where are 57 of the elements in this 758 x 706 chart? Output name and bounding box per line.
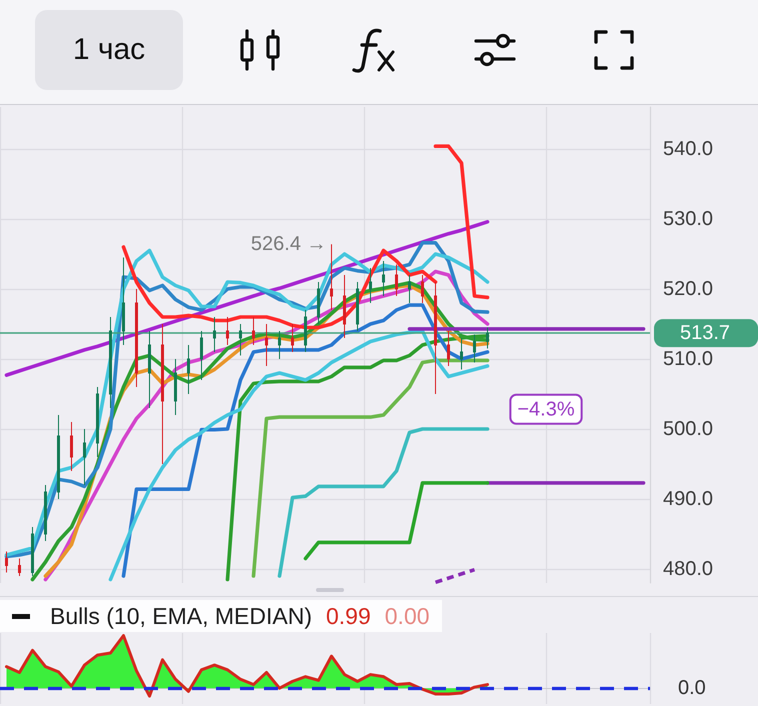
candlestick [174, 358, 177, 416]
candlestick [83, 428, 86, 486]
candlestick [330, 244, 333, 310]
candlestick [187, 344, 190, 394]
line-series [434, 568, 476, 584]
annotation: 526.4 → [250, 233, 326, 256]
chart-title: Bulls (10, EMA, MEDIAN) [50, 602, 312, 630]
y-tick-label: 510.0 [663, 348, 714, 370]
candlestick [31, 526, 34, 576]
y-tick-label: 490.0 [663, 488, 714, 510]
candlestick [382, 260, 385, 296]
candlestick [18, 558, 21, 576]
y-tick-label: 500.0 [663, 418, 714, 440]
ref-line-label: 0.0 [678, 677, 706, 700]
candlestick [252, 316, 255, 346]
candlestick [226, 316, 229, 346]
text: 0.99 [326, 602, 371, 630]
text: 0.00 [384, 602, 430, 630]
text: 1 час [35, 10, 183, 90]
line-series [278, 427, 490, 578]
ref-line-label: 513.7 [680, 322, 730, 344]
candlestick [109, 316, 112, 408]
candlestick [356, 282, 359, 332]
candlestick [96, 386, 99, 458]
candlestick [148, 330, 151, 408]
y-tick-label: 530.0 [663, 208, 714, 230]
candlestick [408, 274, 411, 304]
candlestick [304, 310, 307, 352]
candlestick [369, 268, 372, 304]
y-tick-label: 520.0 [663, 278, 714, 300]
candlestick [44, 484, 47, 542]
candlestick [135, 288, 138, 388]
candlestick [343, 274, 346, 338]
annotation: −4.3% [517, 398, 575, 420]
candlestick [460, 338, 463, 370]
candlestick [161, 324, 164, 464]
line-series [434, 144, 490, 300]
candlestick [291, 324, 294, 352]
candlestick [200, 330, 203, 380]
candlestick [395, 264, 398, 296]
candlestick [434, 282, 437, 394]
candlestick [239, 324, 242, 356]
candlestick [421, 274, 424, 304]
candlestick [122, 257, 125, 346]
candlestick [447, 330, 450, 366]
line-series [252, 358, 490, 578]
candlestick [57, 414, 60, 500]
y-tick-label: 540.0 [663, 138, 714, 160]
candlestick [317, 282, 320, 324]
candlestick [70, 422, 73, 472]
candlestick [265, 324, 268, 366]
candlestick [486, 327, 489, 349]
candlestick [278, 330, 281, 360]
y-tick-label: 480.0 [663, 558, 714, 580]
candlestick [213, 316, 216, 352]
candlestick [5, 551, 8, 573]
candlestick [473, 334, 476, 363]
